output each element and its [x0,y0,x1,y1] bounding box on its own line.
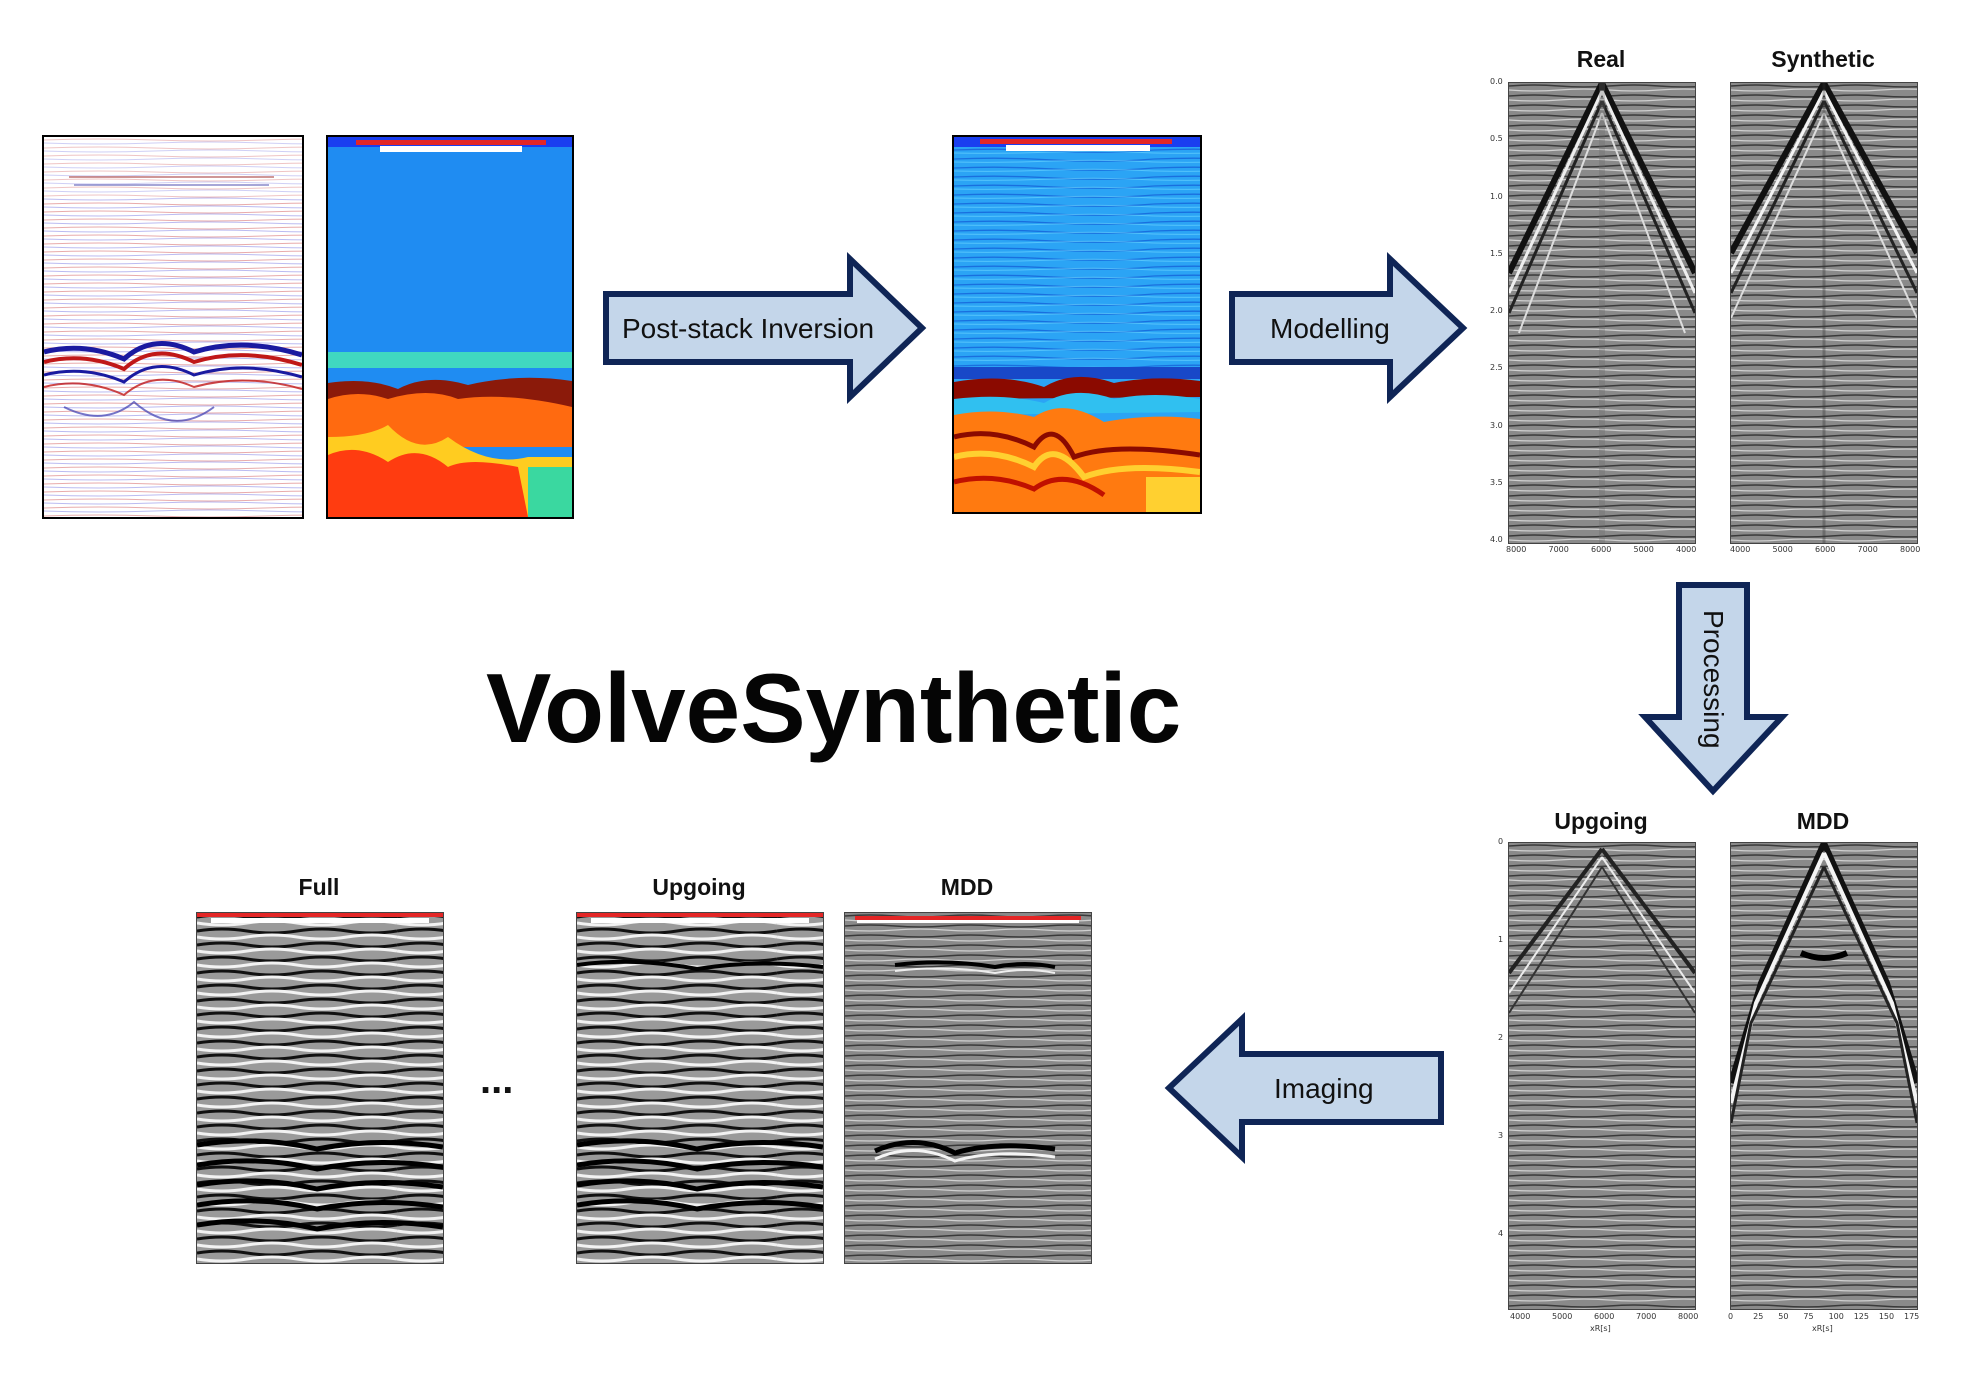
post-stack-inversion-arrow: Post-stack Inversion [603,251,927,405]
tick-label: 75 [1803,1312,1814,1321]
tick-label: 175 [1904,1312,1920,1321]
mdd-gather-image [1730,842,1918,1310]
inverted-velocity-model-image [952,135,1202,514]
upgoing-gather-title: Upgoing [1554,808,1648,834]
tick-label: 4 [1498,1229,1504,1238]
tick-label: 3.5 [1490,477,1503,487]
tick-label: 25 [1753,1312,1764,1321]
tick-label: 5000 [1772,545,1793,554]
synthetic-gather-title: Synthetic [1771,46,1875,72]
tick-label: 7000 [1857,545,1878,554]
synthetic-gather-image [1730,82,1918,544]
diagram-title: VolveSynthetic [486,653,1182,763]
processing-label: Processing [1698,610,1729,749]
ellipsis: ... [480,1058,514,1102]
tick-label: 1 [1498,935,1504,944]
tick-label: 0.5 [1490,134,1503,144]
full-image-title: Full [298,874,340,900]
mdd-gather-title: MDD [1796,808,1850,834]
tick-label: 2.5 [1490,363,1503,373]
imaging-arrow: Imaging [1164,1012,1444,1164]
full-image [196,912,444,1264]
tick-label: 0 [1498,837,1504,846]
mdd-gather-xlabel: xR[s] [1812,1324,1833,1333]
tick-label: 3.0 [1490,420,1503,430]
modelling-label: Modelling [1270,313,1390,344]
tick-label: 0 [1728,1312,1734,1321]
real-gather-title: Real [1576,46,1626,72]
mdd-image [844,912,1092,1264]
tick-label: 150 [1878,1312,1895,1321]
tick-label: 6000 [1594,1312,1615,1321]
upgoing-image [576,912,824,1264]
tick-label: 7000 [1636,1312,1657,1321]
tick-label: 100 [1828,1312,1844,1321]
tick-label: 4000 [1730,545,1751,554]
tick-label: 8000 [1678,1312,1699,1321]
post-stack-inversion-label: Post-stack Inversion [622,313,874,344]
mdd-image-title: MDD [940,874,994,900]
tick-label: 5000 [1552,1312,1573,1321]
tick-label: 125 [1853,1312,1869,1321]
modelling-arrow: Modelling [1229,252,1468,404]
processing-arrow: Processing [1638,582,1789,796]
upgoing-image-title: Upgoing [652,874,746,900]
tick-label: 50 [1778,1312,1789,1321]
tick-label: 2.0 [1490,306,1503,315]
upgoing-gather-image [1508,842,1696,1310]
real-gather-image [1508,82,1696,544]
tick-label: 0.0 [1490,77,1503,86]
tick-label: 5000 [1633,545,1654,554]
smooth-velocity-model-image [326,135,574,519]
tick-label: 1.5 [1490,248,1503,258]
tick-label: 4.0 [1490,535,1503,544]
seismic-section-image [42,135,304,519]
tick-label: 3 [1498,1131,1504,1140]
tick-label: 8000 [1900,545,1921,554]
tick-label: 1.0 [1490,191,1503,201]
tick-label: 6000 [1815,545,1836,554]
tick-label: 6000 [1591,545,1612,554]
upgoing-gather-xlabel: xR[s] [1590,1324,1611,1333]
tick-label: 4000 [1676,545,1697,554]
imaging-label: Imaging [1274,1073,1374,1104]
tick-label: 7000 [1548,545,1569,554]
tick-label: 4000 [1510,1312,1531,1321]
tick-label: 8000 [1506,545,1527,554]
tick-label: 2 [1498,1033,1504,1042]
